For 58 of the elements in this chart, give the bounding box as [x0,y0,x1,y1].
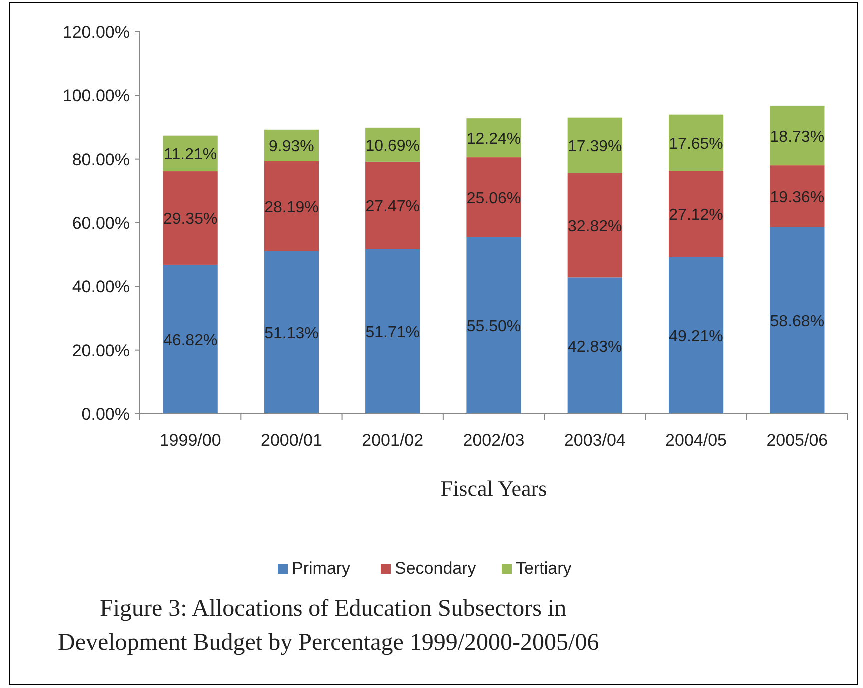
x-tick-label: 2001/02 [362,431,424,450]
bar [366,162,420,250]
data-label: 10.69% [366,138,420,155]
x-tick-label: 1999/00 [160,431,222,450]
bar [366,249,420,414]
bar [770,106,825,166]
bar [163,264,218,414]
y-tick-label: 80.00% [72,150,130,170]
bar [466,118,522,158]
x-axis-title: Fiscal Years [440,476,548,501]
x-tick-label: 2003/04 [564,431,626,450]
bar [466,237,522,414]
data-label: 58.68% [770,314,825,331]
legend-label: Primary [292,559,352,578]
data-label: 55.50% [466,318,522,336]
bar [568,173,622,278]
data-label: 9.93% [269,138,314,156]
data-label: 46.82% [163,332,218,350]
data-label: 32.82% [568,218,622,236]
data-label: 12.24% [466,131,522,148]
bar [264,251,320,414]
y-tick-label: 20.00% [72,341,130,360]
bar [668,257,724,414]
bar [770,227,825,414]
data-label: 51.13% [264,326,319,343]
data-label: 29.35% [163,211,218,228]
data-label: 28.19% [264,199,319,216]
data-label: 17.39% [568,138,622,156]
x-tick-label: 2002/03 [463,431,525,450]
x-tick-label: 2000/01 [260,431,322,450]
y-tick-label: 120.00% [62,23,130,42]
data-label: 19.36% [770,189,825,206]
data-label: 27.47% [366,198,420,216]
y-tick-label: 100.00% [62,86,130,106]
bar [568,118,622,174]
data-label: 49.21% [669,328,724,346]
bar [668,171,724,258]
data-label: 11.21% [164,146,218,164]
text: Figure 3: Allocations of Education Subsectors in Development Budget by Percentage 1999/2000-2005/06 [58,596,600,656]
data-label: 18.73% [770,128,825,146]
data-label: 25.06% [466,190,522,208]
data-label: 17.65% [669,136,724,153]
data-label: 42.83% [568,338,622,356]
bar [668,114,724,172]
data-label: 51.71% [366,324,420,342]
y-tick-label: 40.00% [72,278,130,297]
bar [770,166,825,228]
x-tick-label: 2004/05 [666,431,728,450]
bar [568,278,622,414]
y-tick-label: 0.00% [82,405,130,424]
bar [466,158,522,238]
bar [163,172,218,265]
bar [264,162,320,252]
data-label: 27.12% [669,207,724,224]
y-tick-label: 60.00% [72,214,130,233]
legend-label: Secondary [395,559,477,578]
x-tick-label: 2005/06 [766,431,828,450]
legend-label: Tertiary [516,559,572,578]
